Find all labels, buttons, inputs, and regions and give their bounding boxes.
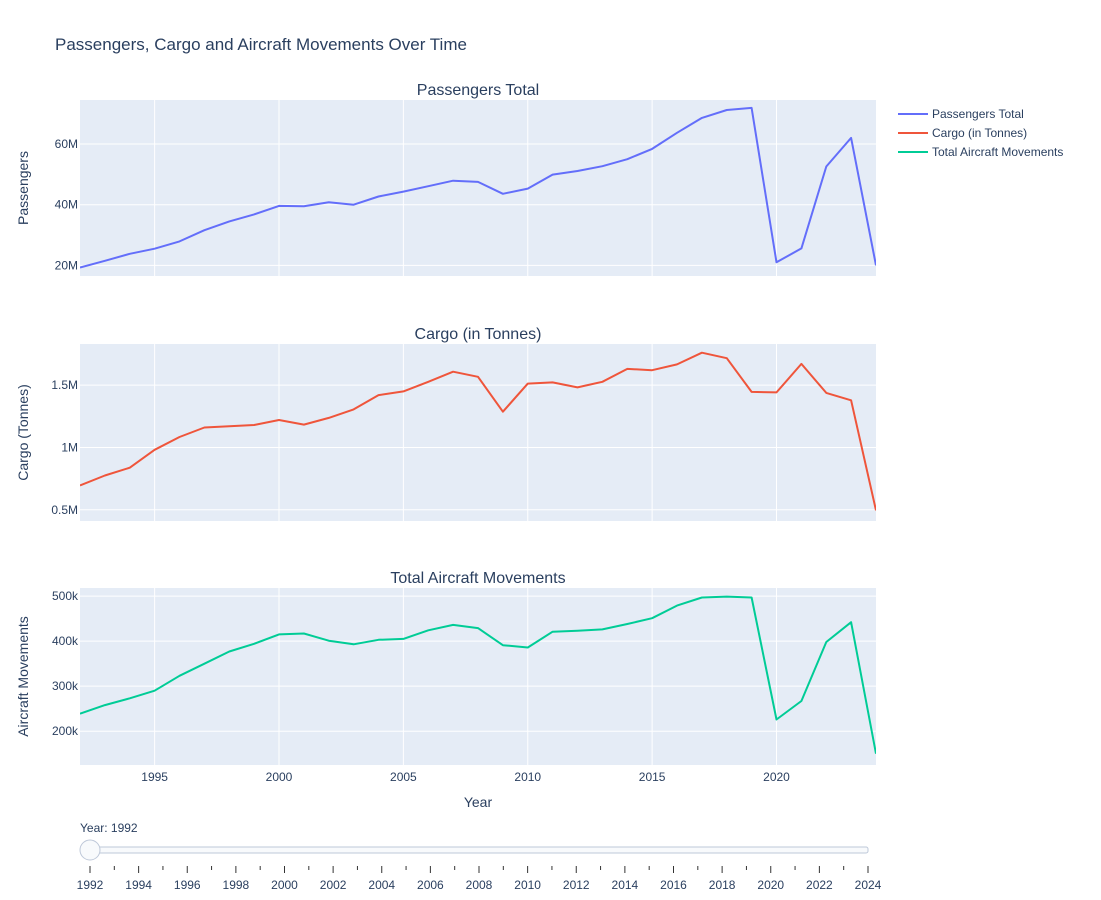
- slider-ticks: 1992 1994 1996 1998 2000 2002 2004 2006 2008 2010…: [77, 866, 882, 892]
- x-tick-label: 2000: [266, 770, 293, 784]
- x-tick-label: 2005: [390, 770, 417, 784]
- x-tick-label: 2015: [639, 770, 666, 784]
- slider-step-label[interactable]: 2006: [417, 878, 444, 892]
- subplot-1: 20M 40M 60M Passengers Total Passengers: [15, 82, 876, 276]
- figure-title: Passengers, Cargo and Aircraft Movements…: [55, 35, 467, 54]
- y-tick-label: 200k: [52, 724, 79, 738]
- slider-step-label[interactable]: 2000: [271, 878, 298, 892]
- y-tick-label: 300k: [52, 679, 79, 693]
- y-axis-title: Aircraft Movements: [15, 616, 31, 737]
- legend-label: Passengers Total: [932, 107, 1024, 121]
- y-tick-label: 20M: [55, 258, 78, 272]
- y-tick-label: 1.5M: [51, 378, 78, 392]
- slider-step-label[interactable]: 1998: [223, 878, 250, 892]
- slider-step-label[interactable]: 2018: [709, 878, 736, 892]
- y-axis-title: Cargo (Tonnes): [15, 384, 31, 481]
- x-axis-title: Year: [464, 794, 493, 810]
- x-tick-label: 2010: [514, 770, 541, 784]
- slider-current-label: Year: 1992: [80, 821, 138, 835]
- x-tick-label: 1995: [141, 770, 168, 784]
- plot-area: [80, 344, 876, 521]
- slider-step-label[interactable]: 1994: [125, 878, 152, 892]
- subplot-2: 0.5M 1M 1.5M Cargo (in Tonnes) Cargo (Tonnes…: [15, 326, 876, 521]
- slider-step-label[interactable]: 2022: [806, 878, 833, 892]
- subplot-title: Total Aircraft Movements: [390, 570, 565, 587]
- y-tick-label: 0.5M: [51, 503, 78, 517]
- year-slider[interactable]: Year: 1992 1992 1994 1996 1998 2000 2002 2004 2…: [77, 821, 882, 892]
- slider-step-label[interactable]: 2010: [514, 878, 541, 892]
- slider-step-label[interactable]: 1996: [174, 878, 201, 892]
- slider-step-label[interactable]: 2012: [563, 878, 590, 892]
- slider-step-label[interactable]: 2008: [466, 878, 493, 892]
- legend-label: Cargo (in Tonnes): [932, 126, 1027, 140]
- legend-item[interactable]: Cargo (in Tonnes): [898, 126, 1027, 140]
- legend-item[interactable]: Passengers Total: [898, 107, 1024, 121]
- x-tick-label: 2020: [763, 770, 790, 784]
- slider-step-label[interactable]: 2004: [368, 878, 395, 892]
- plot-area: [80, 100, 876, 276]
- y-tick-label: 500k: [52, 589, 79, 603]
- subplot-3: 200k 300k 400k 500k Total Aircraft Movements…: [15, 570, 876, 784]
- y-axis-title: Passengers: [15, 151, 31, 225]
- y-tick-label: 400k: [52, 634, 79, 648]
- slider-step-label[interactable]: 2002: [320, 878, 347, 892]
- legend-label: Total Aircraft Movements: [932, 145, 1063, 159]
- subplots: 20M 40M 60M Passengers Total Passengers 0.5M 1…: [15, 82, 876, 784]
- slider-step-label[interactable]: 2014: [612, 878, 639, 892]
- subplot-title: Cargo (in Tonnes): [415, 326, 542, 343]
- slider-step-label[interactable]: 2020: [757, 878, 784, 892]
- subplot-title: Passengers Total: [417, 82, 539, 99]
- y-tick-label: 60M: [55, 137, 78, 151]
- y-tick-label: 1M: [61, 440, 78, 454]
- slider-step-label[interactable]: 1992: [77, 878, 104, 892]
- slider-step-label[interactable]: 2024: [855, 878, 882, 892]
- legend[interactable]: Passengers Total Cargo (in Tonnes) Total A…: [898, 107, 1063, 159]
- y-tick-label: 40M: [55, 198, 78, 212]
- plot-area: [80, 588, 876, 765]
- slider-rail[interactable]: [86, 847, 868, 853]
- slider-step-label[interactable]: 2016: [660, 878, 687, 892]
- slider-handle[interactable]: [80, 840, 100, 860]
- legend-item[interactable]: Total Aircraft Movements: [898, 145, 1063, 159]
